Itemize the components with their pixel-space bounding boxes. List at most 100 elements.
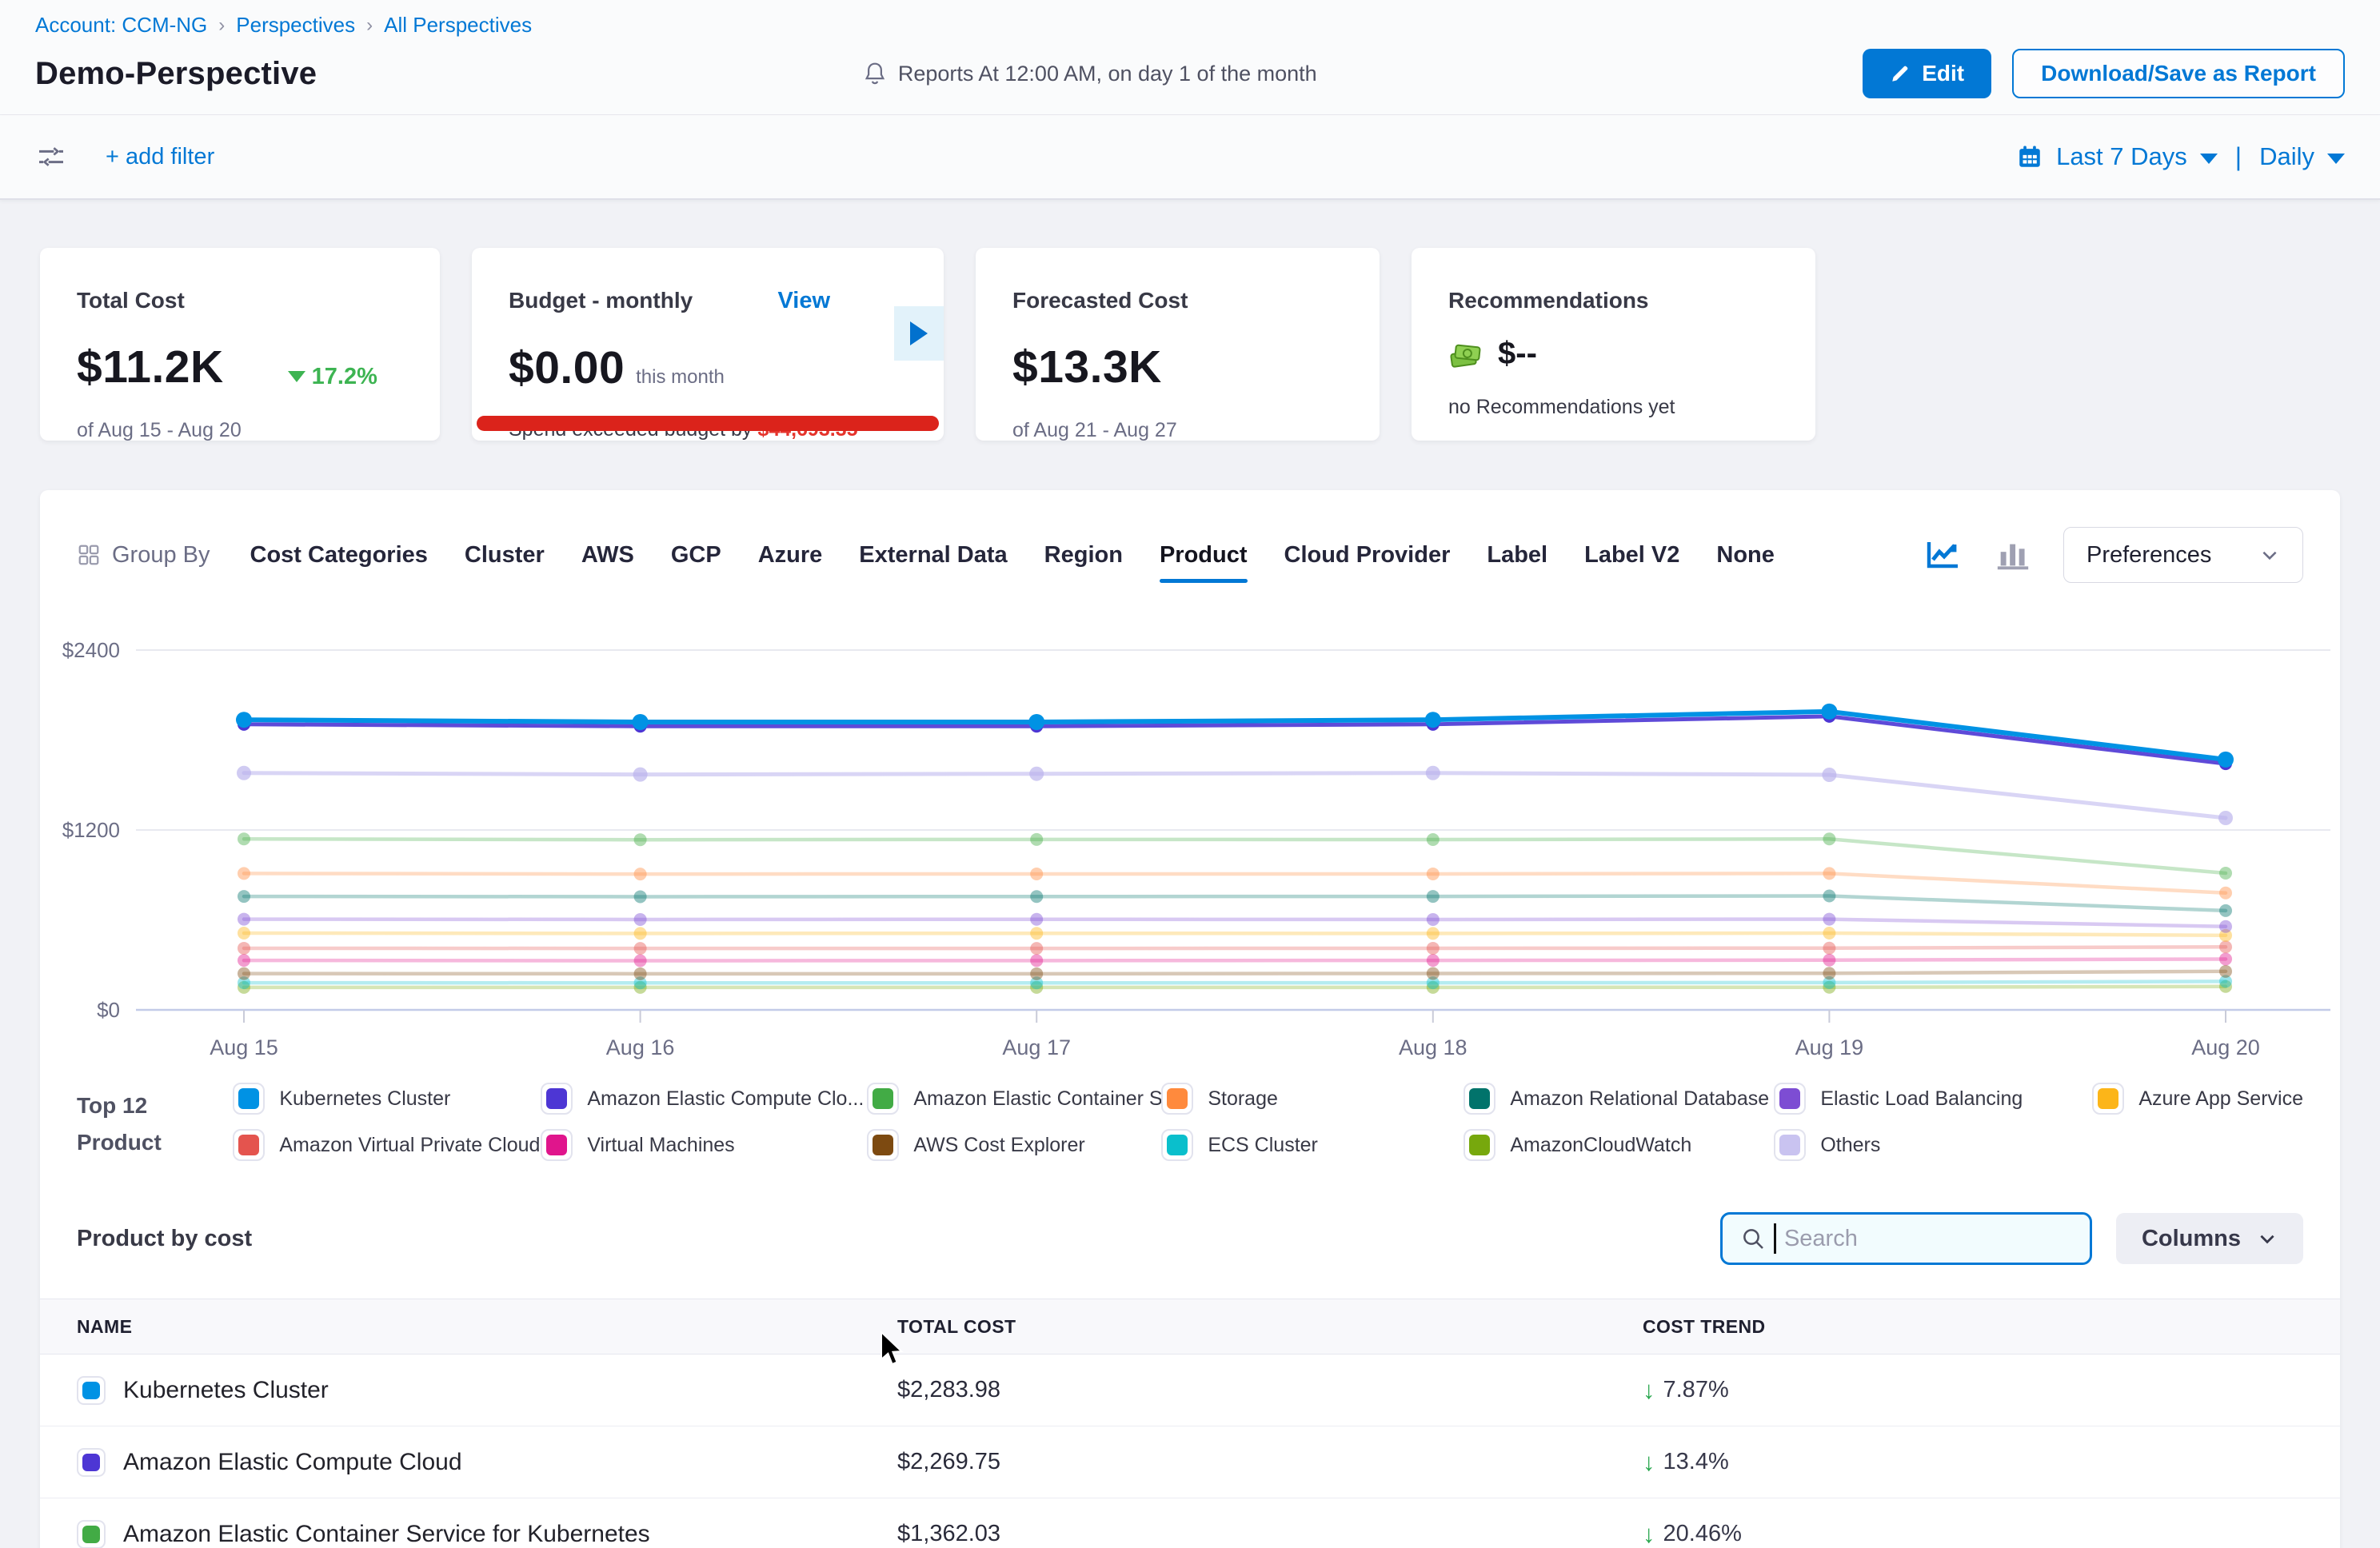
tab-label[interactable]: Label [1487,541,1548,568]
breadcrumb-link[interactable]: Account: CCM-NG [35,13,208,37]
column-header[interactable]: TOTAL COST [897,1315,1016,1337]
budget-next-button[interactable] [894,306,944,361]
cost-delta-badge: 17.2% [287,364,377,390]
legend-label: Amazon Elastic Compute Clo... [587,1087,865,1110]
chart-data-point [2219,886,2232,900]
legend-swatch [867,1083,900,1115]
chart-data-point [1822,768,1837,782]
legend-label: Elastic Load Balancing [1820,1087,2023,1110]
bar-chart-toggle-icon[interactable] [1995,537,2031,573]
chart-data-point [238,890,250,904]
tab-none[interactable]: None [1716,541,1775,568]
trend-value: 20.46% [1663,1521,1742,1546]
legend-label: Amazon Relational Database ... [1510,1087,1791,1110]
filter-settings-icon[interactable] [35,141,67,173]
row-name-label: Kubernetes Cluster [123,1376,329,1403]
line-chart-canvas[interactable]: $0 $1200 $2400 Aug 15 Aug 16 Aug 17 Aug 18 Aug … [40,610,2338,1078]
trend-value: 7.87% [1663,1377,1729,1402]
breadcrumb-link[interactable]: All Perspectives [384,13,533,37]
tab-azure[interactable]: Azure [757,541,823,568]
legend-item[interactable]: Azure App Service [2092,1083,2303,1115]
money-icon [1450,344,1481,368]
legend-item[interactable]: Others [1774,1129,2092,1161]
tab-cloud-provider[interactable]: Cloud Provider [1284,541,1451,568]
tab-label-v2[interactable]: Label V2 [1584,541,1680,568]
chart-data-point [1426,941,1440,955]
legend-item[interactable]: Amazon Relational Database ... [1464,1083,1791,1115]
chart-series-line [242,771,2228,820]
line-chart-toggle-icon[interactable] [1924,537,1963,573]
chart-series-line [242,894,2228,913]
table-row[interactable]: Amazon Elastic Compute Cloud $2,269.75 ↓… [40,1426,2340,1498]
chart-data-point [238,832,250,846]
chart-data-point [238,967,250,980]
legend-label: AWS Cost Explorer [913,1133,1085,1156]
pencil-icon [1892,66,1908,82]
chart-data-point [1028,714,1045,730]
table-row[interactable]: Amazon Elastic Container Service for Kub… [40,1498,2340,1548]
chart-data-point [1823,912,1836,926]
granularity-selector[interactable]: Daily [2259,142,2345,171]
chart-data-point [1426,912,1440,926]
tab-product[interactable]: Product [1159,541,1248,583]
budget-view-link[interactable]: View [777,288,830,313]
grid-icon [78,545,99,565]
x-axis-tick-label: Aug 15 [210,1035,278,1059]
column-header[interactable]: NAME [77,1315,133,1337]
chart-data-point [1823,889,1836,903]
bell-icon [865,62,885,85]
tab-cost-categories[interactable]: Cost Categories [250,541,428,568]
forecasted-cost-value: $13.3K [1012,341,1162,393]
table-row[interactable]: Kubernetes Cluster $2,283.98 ↓ 7.87% [40,1354,2340,1426]
legend-item[interactable]: Amazon Elastic Container Se... [867,1083,1190,1115]
add-filter-button[interactable]: + add filter [106,143,215,170]
forecasted-cost-period: of Aug 21 - Aug 27 [1012,419,1177,441]
tab-aws[interactable]: AWS [581,541,634,568]
mouse-cursor [881,1331,904,1366]
download-save-report-button[interactable]: Download/Save as Report [2012,49,2345,98]
tab-region[interactable]: Region [1044,541,1123,568]
tab-gcp[interactable]: GCP [670,541,721,568]
chart-data-point [633,868,647,881]
chart-data-point [1426,967,1440,980]
legend-item[interactable]: Storage [1161,1083,1464,1115]
legend-label: Virtual Machines [587,1133,735,1156]
perspective-main-panel: Group By Cost Categories Cluster AWS GCP Azu… [40,490,2340,1548]
chart-data-point [633,967,647,980]
legend-item[interactable]: Virtual Machines [541,1129,867,1161]
chart-series-line [242,714,2228,766]
legend-swatch [1774,1083,1807,1115]
date-range-selector[interactable]: Last 7 Days [2016,142,2218,171]
chart-data-point [1823,867,1836,880]
legend-item[interactable]: AWS Cost Explorer [867,1129,1161,1161]
legend-caption: Top 12 Product [77,1093,162,1155]
legend-item[interactable]: AmazonCloudWatch [1464,1129,1774,1161]
chart-data-point [2219,952,2232,966]
product-cost-table: NAME TOTAL COST COST TREND Kubernetes Clus… [40,1299,2340,1548]
chart-series-line [242,979,2228,985]
column-header[interactable]: COST TREND [1643,1315,1766,1337]
chart-data-point [238,867,250,880]
chart-data-point [1030,976,1044,990]
legend-item[interactable]: Amazon Elastic Compute Clo... [541,1083,867,1115]
columns-dropdown[interactable]: Columns [2115,1213,2303,1264]
legend-item[interactable]: Elastic Load Balancing [1774,1083,2092,1115]
total-cost-value: $11.2K [77,341,224,393]
legend-label: Others [1820,1133,1881,1156]
tab-cluster[interactable]: Cluster [464,541,545,568]
legend-item[interactable]: Amazon Virtual Private Cloud [233,1129,541,1161]
chart-data-point [237,765,251,780]
chart-data-point [633,942,647,956]
chart-data-point [1030,890,1044,904]
cell-name: Kubernetes Cluster [77,1375,897,1405]
chart-data-point [238,976,250,990]
tab-external-data[interactable]: External Data [859,541,1008,568]
breadcrumb-link[interactable]: Perspectives [236,13,356,37]
preferences-dropdown[interactable]: Preferences [2063,527,2303,583]
legend-item[interactable]: Kubernetes Cluster [233,1083,541,1115]
legend-item[interactable]: ECS Cluster [1161,1129,1464,1161]
search-input[interactable]: Search [1719,1212,2092,1265]
edit-button[interactable]: Edit [1863,49,1992,98]
chart-legend: Top 12 Product Kubernetes Cluster Amazon… [40,1078,2340,1161]
x-axis-tick-label: Aug 16 [606,1035,675,1059]
